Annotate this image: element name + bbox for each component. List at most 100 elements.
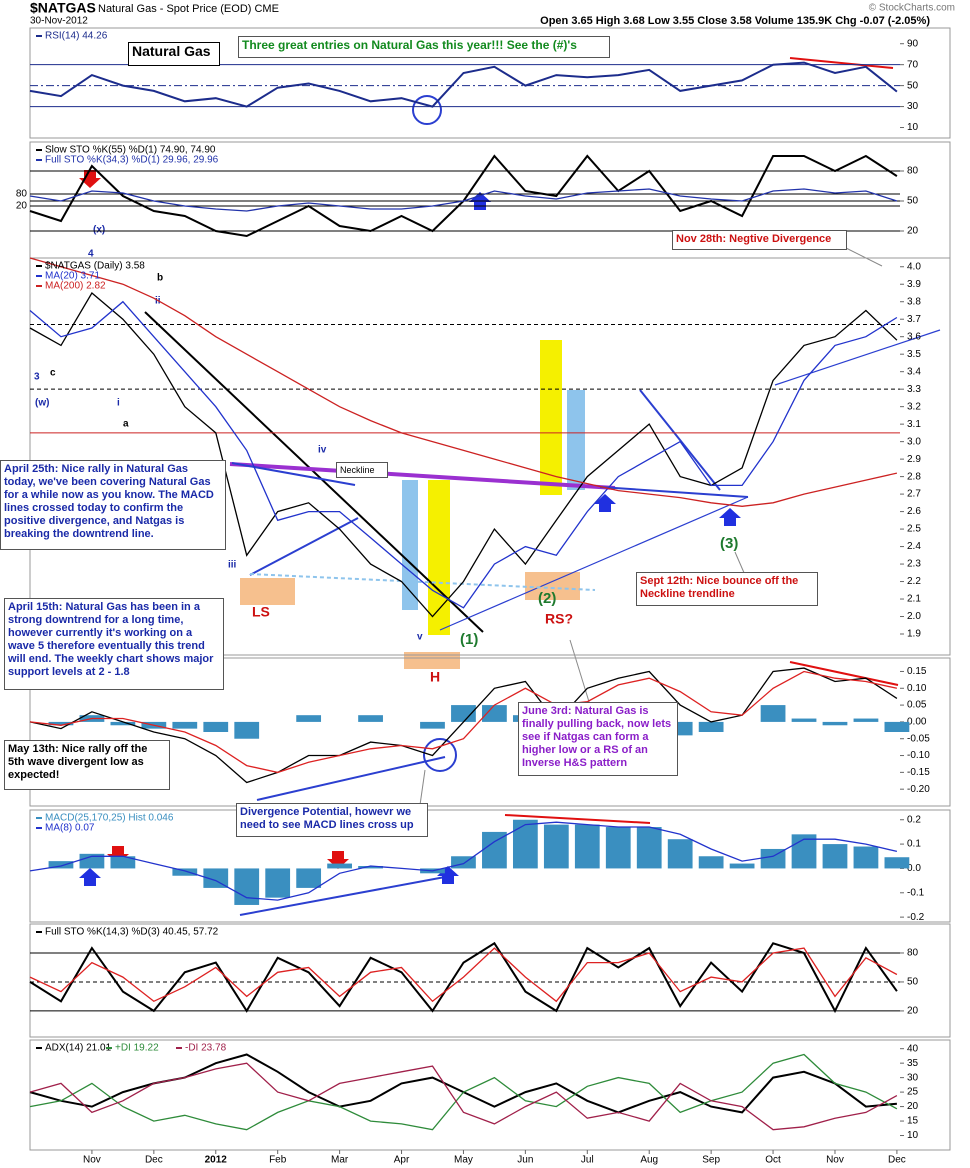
series-line [29, 670, 898, 774]
leader [839, 244, 883, 267]
x-tick-label: Jul [581, 1155, 594, 1166]
circle [423, 738, 457, 772]
arrow [437, 866, 459, 884]
zone [240, 578, 295, 605]
histogram-bar [110, 856, 136, 869]
wave-label: (w) [35, 398, 49, 409]
y-tick-label: 3.6 [907, 331, 921, 342]
y-tick-label: 2.2 [907, 576, 921, 587]
histogram-bar [760, 848, 786, 869]
y-tick-label: 30 [907, 1072, 919, 1083]
x-tick-label: Mar [331, 1155, 349, 1166]
y-tick-label: 0.15 [907, 666, 927, 677]
legend-label: MACD(25,170,25) Hist 0.046 [45, 813, 174, 824]
histogram-bar [203, 721, 229, 732]
histogram-bar [172, 721, 198, 729]
x-tick-label: Jun [517, 1155, 533, 1166]
y-tick-label: 30 [907, 101, 919, 112]
neckline [229, 462, 616, 490]
series-line [29, 188, 898, 212]
series-line [29, 61, 898, 108]
trendline [249, 517, 359, 576]
wave-label: v [417, 632, 423, 643]
y-tick-label: 50 [907, 977, 919, 988]
y-tick-label: 50 [907, 196, 919, 207]
trendline [639, 389, 721, 491]
wave-label: RS? [545, 611, 573, 627]
arrow [107, 846, 129, 864]
histogram-bar [482, 705, 507, 722]
wave-label: b [157, 273, 163, 284]
histogram-bar [296, 715, 322, 722]
legend-label: -DI 23.78 [185, 1043, 227, 1054]
annotation: Divergence Potential, howevr we need to … [236, 803, 428, 837]
annotation: April 25th: Nice rally in Natural Gas to… [0, 460, 226, 550]
histogram-bar [482, 831, 507, 869]
legend-label: MA(20) 3.71 [45, 271, 100, 282]
histogram-bar [698, 856, 724, 869]
x-tick-label: May [454, 1155, 473, 1166]
series-line [29, 1062, 898, 1131]
y-tick-label: 3.9 [907, 279, 921, 290]
series-line [29, 292, 898, 618]
histogram-bar [791, 834, 817, 869]
panel-frame [29, 923, 951, 1038]
histogram-bar [822, 844, 848, 869]
trendline [774, 329, 941, 386]
arrow [594, 494, 616, 512]
y-tick-label: 2.6 [907, 506, 921, 517]
annotation: June 3rd: Natural Gas is finally pulling… [518, 702, 678, 776]
y-tick-label: 90 [907, 38, 919, 49]
legend-label: Slow STO %K(55) %D(1) 74.90, 74.90 [45, 145, 216, 156]
legend-label: Full STO %K(34,3) %D(1) 29.96, 29.96 [45, 155, 219, 166]
x-tick-label: Apr [394, 1155, 410, 1166]
y-tick-label: 80 [907, 166, 919, 177]
wave-label: i [117, 398, 120, 409]
plot-area [29, 257, 898, 618]
x-tick-label: Feb [269, 1155, 287, 1166]
wave-label: c [50, 368, 56, 379]
y-tick-label: 2.1 [907, 594, 921, 605]
histogram-bar [884, 857, 910, 869]
wave-label: iv [318, 445, 327, 456]
y-tick-label: 70 [907, 59, 919, 70]
arrow [79, 170, 101, 188]
histogram-bar [265, 868, 291, 898]
legend-label: MA(8) 0.07 [45, 823, 95, 834]
y-tick-label: 20 [907, 1006, 919, 1017]
histogram-bar [729, 863, 755, 869]
panel-frame [29, 27, 951, 139]
y-tick-label: 3.8 [907, 296, 921, 307]
legend-label: ADX(14) 21.01 [45, 1043, 112, 1054]
y-tick-label: 3.2 [907, 401, 921, 412]
y-tick-label: 3.1 [907, 419, 921, 430]
x-tick-label: Nov [826, 1155, 844, 1166]
wave-label: H [430, 669, 440, 685]
wave-label: (1) [460, 631, 478, 648]
histogram-bar [791, 718, 817, 722]
wave-label: LS [252, 604, 270, 620]
series-line [29, 257, 898, 507]
y-tick-label: 0.0 [907, 863, 921, 874]
x-tick-label: Nov [83, 1155, 101, 1166]
y-tick-label: 0.1 [907, 839, 921, 850]
trendline [439, 496, 749, 631]
y-tick-label: -0.1 [907, 887, 925, 898]
histogram-bar [48, 721, 74, 726]
y-tick-label: 2.0 [907, 611, 921, 622]
annotation: April 15th: Natural Gas has been in a st… [4, 598, 224, 690]
histogram-bar [296, 868, 322, 888]
y-tick-label: -0.2 [907, 912, 925, 923]
annotation: Neckline [336, 462, 388, 478]
histogram-bar [79, 853, 105, 869]
symbol: $NATGAS [30, 0, 96, 16]
y-tick-label: -0.15 [907, 767, 930, 778]
y-tick-label: 2.8 [907, 471, 921, 482]
series-line [29, 947, 898, 1003]
histogram-bar [853, 846, 879, 869]
histogram-bar [667, 839, 693, 869]
y-tick-label: 15 [907, 1116, 919, 1127]
leader [734, 551, 746, 576]
histogram-bar [698, 721, 724, 732]
